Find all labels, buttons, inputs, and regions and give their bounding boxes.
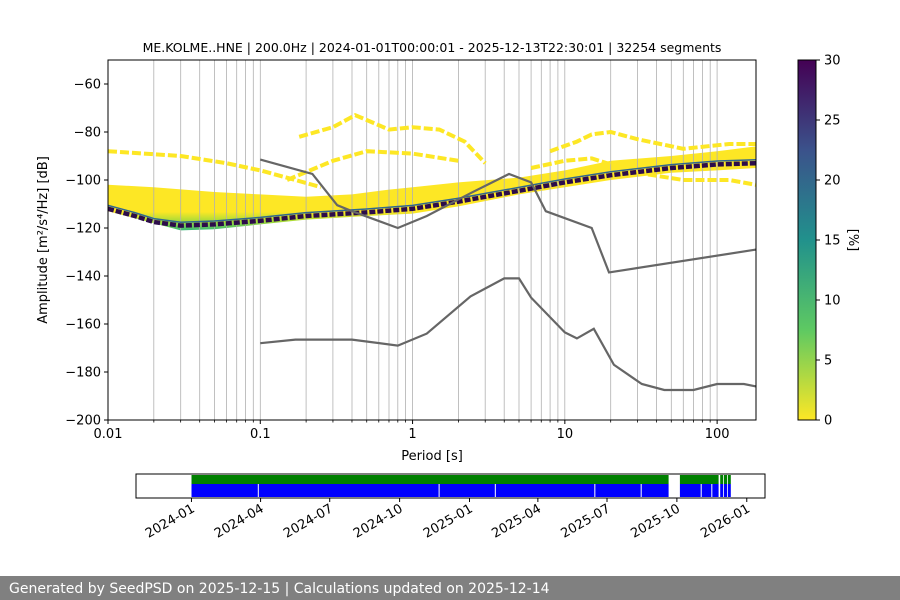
timeline-tick-label: 2026-01	[698, 501, 753, 541]
colorbar-tick-label: 0	[824, 414, 832, 429]
sparse-track	[530, 156, 757, 187]
colorbar-tick-label: 15	[824, 234, 841, 249]
x-tick-label: 0.1	[250, 427, 271, 442]
y-tick-label: −140	[65, 270, 101, 285]
x-tick-label: 100	[705, 427, 730, 442]
chart-title: ME.KOLME..HNE | 200.0Hz | 2024-01-01T00:…	[143, 40, 722, 55]
psd-plot: 0.01 0.1 1 10 100 −200 −180 −160 −140 −120 −100 −8…	[36, 40, 757, 464]
timeline-span	[191, 475, 669, 484]
x-axis-label: Period [s]	[401, 449, 463, 464]
noise-model-low	[260, 277, 757, 392]
psd-band	[108, 146, 756, 231]
y-tick-label: −120	[65, 222, 101, 237]
y-axis: −200 −180 −160 −140 −120 −100 −80 −60	[65, 78, 108, 429]
timeline-span	[720, 475, 724, 484]
x-tick-label: 1	[408, 427, 416, 442]
colorbar-tick-label: 5	[824, 354, 832, 369]
timeline-ticks: 2024-01 2024-04 2024-07 2024-10 2025-01 2025-…	[143, 498, 753, 542]
timeline-span	[720, 484, 724, 497]
mode-line	[107, 160, 757, 228]
availability-timeline: 2024-01 2024-04 2024-07 2024-10 2025-01 2025-…	[135, 473, 766, 542]
timeline-tick-label: 2024-04	[212, 501, 267, 541]
density-band	[108, 146, 756, 231]
timeline-bars	[191, 475, 731, 497]
mode-edge	[107, 159, 757, 223]
timeline-tick-label: 2024-01	[143, 501, 198, 541]
sparse-track	[298, 112, 487, 165]
colorbar-tick-label: 20	[824, 174, 841, 189]
timeline-span	[191, 484, 669, 497]
plot-frame	[107, 59, 757, 421]
timeline-tick-label: 2025-07	[558, 501, 613, 541]
sparse-track	[549, 129, 756, 154]
sparse-track	[286, 149, 459, 182]
colorbar-tick-label: 30	[824, 54, 841, 69]
x-axis: 0.01 0.1 1 10 100	[94, 420, 730, 442]
timeline-tick-label: 2025-10	[628, 501, 683, 541]
timeline-span	[679, 484, 719, 497]
y-tick-label: −80	[74, 126, 101, 141]
y-tick-label: −180	[65, 366, 101, 381]
grid-lines	[107, 60, 718, 420]
y-tick-label: −160	[65, 318, 101, 333]
psd-figure: 0.01 0.1 1 10 100 −200−180−160−140−120−100−8…	[36, 40, 860, 542]
y-axis-label: Amplitude [m²/s⁴/Hz] [dB]	[36, 156, 51, 324]
colorbar-tick-label: 25	[824, 114, 841, 129]
colorbar-ticks: 0 5 10 15 20 25 30	[816, 54, 841, 429]
footer-bar: Generated by SeedPSD on 2025-12-15 | Cal…	[0, 576, 900, 600]
mode-curve	[107, 159, 757, 228]
y-tick-label: −100	[65, 174, 101, 189]
sparse-track	[107, 149, 322, 190]
x-tick-label: 10	[557, 427, 574, 442]
timeline-tick-label: 2025-04	[489, 501, 544, 541]
colorbar-tick-label: 10	[824, 294, 841, 309]
timeline-span	[727, 475, 731, 484]
timeline-span	[679, 475, 719, 484]
noise-model-high	[260, 158, 757, 274]
x-tick-label: 0.01	[94, 427, 123, 442]
sparse-tracks	[107, 112, 757, 190]
y-tick-label: −200	[65, 414, 101, 429]
timeline-span	[724, 475, 727, 484]
y-tick-label: −60	[74, 78, 101, 93]
noise-models	[260, 158, 757, 392]
timeline-span	[727, 484, 731, 497]
colorbar: 0 5 10 15 20 25 30 [%]	[797, 54, 860, 429]
colorbar-label: [%]	[845, 229, 860, 252]
timeline-tick-label: 2025-01	[421, 501, 476, 541]
footer-text: Generated by SeedPSD on 2025-12-15 | Cal…	[9, 581, 550, 597]
colorbar-gradient	[797, 59, 817, 421]
timeline-span	[724, 484, 727, 497]
timeline-tick-label: 2024-10	[351, 501, 406, 541]
timeline-tick-label: 2024-07	[281, 501, 336, 541]
